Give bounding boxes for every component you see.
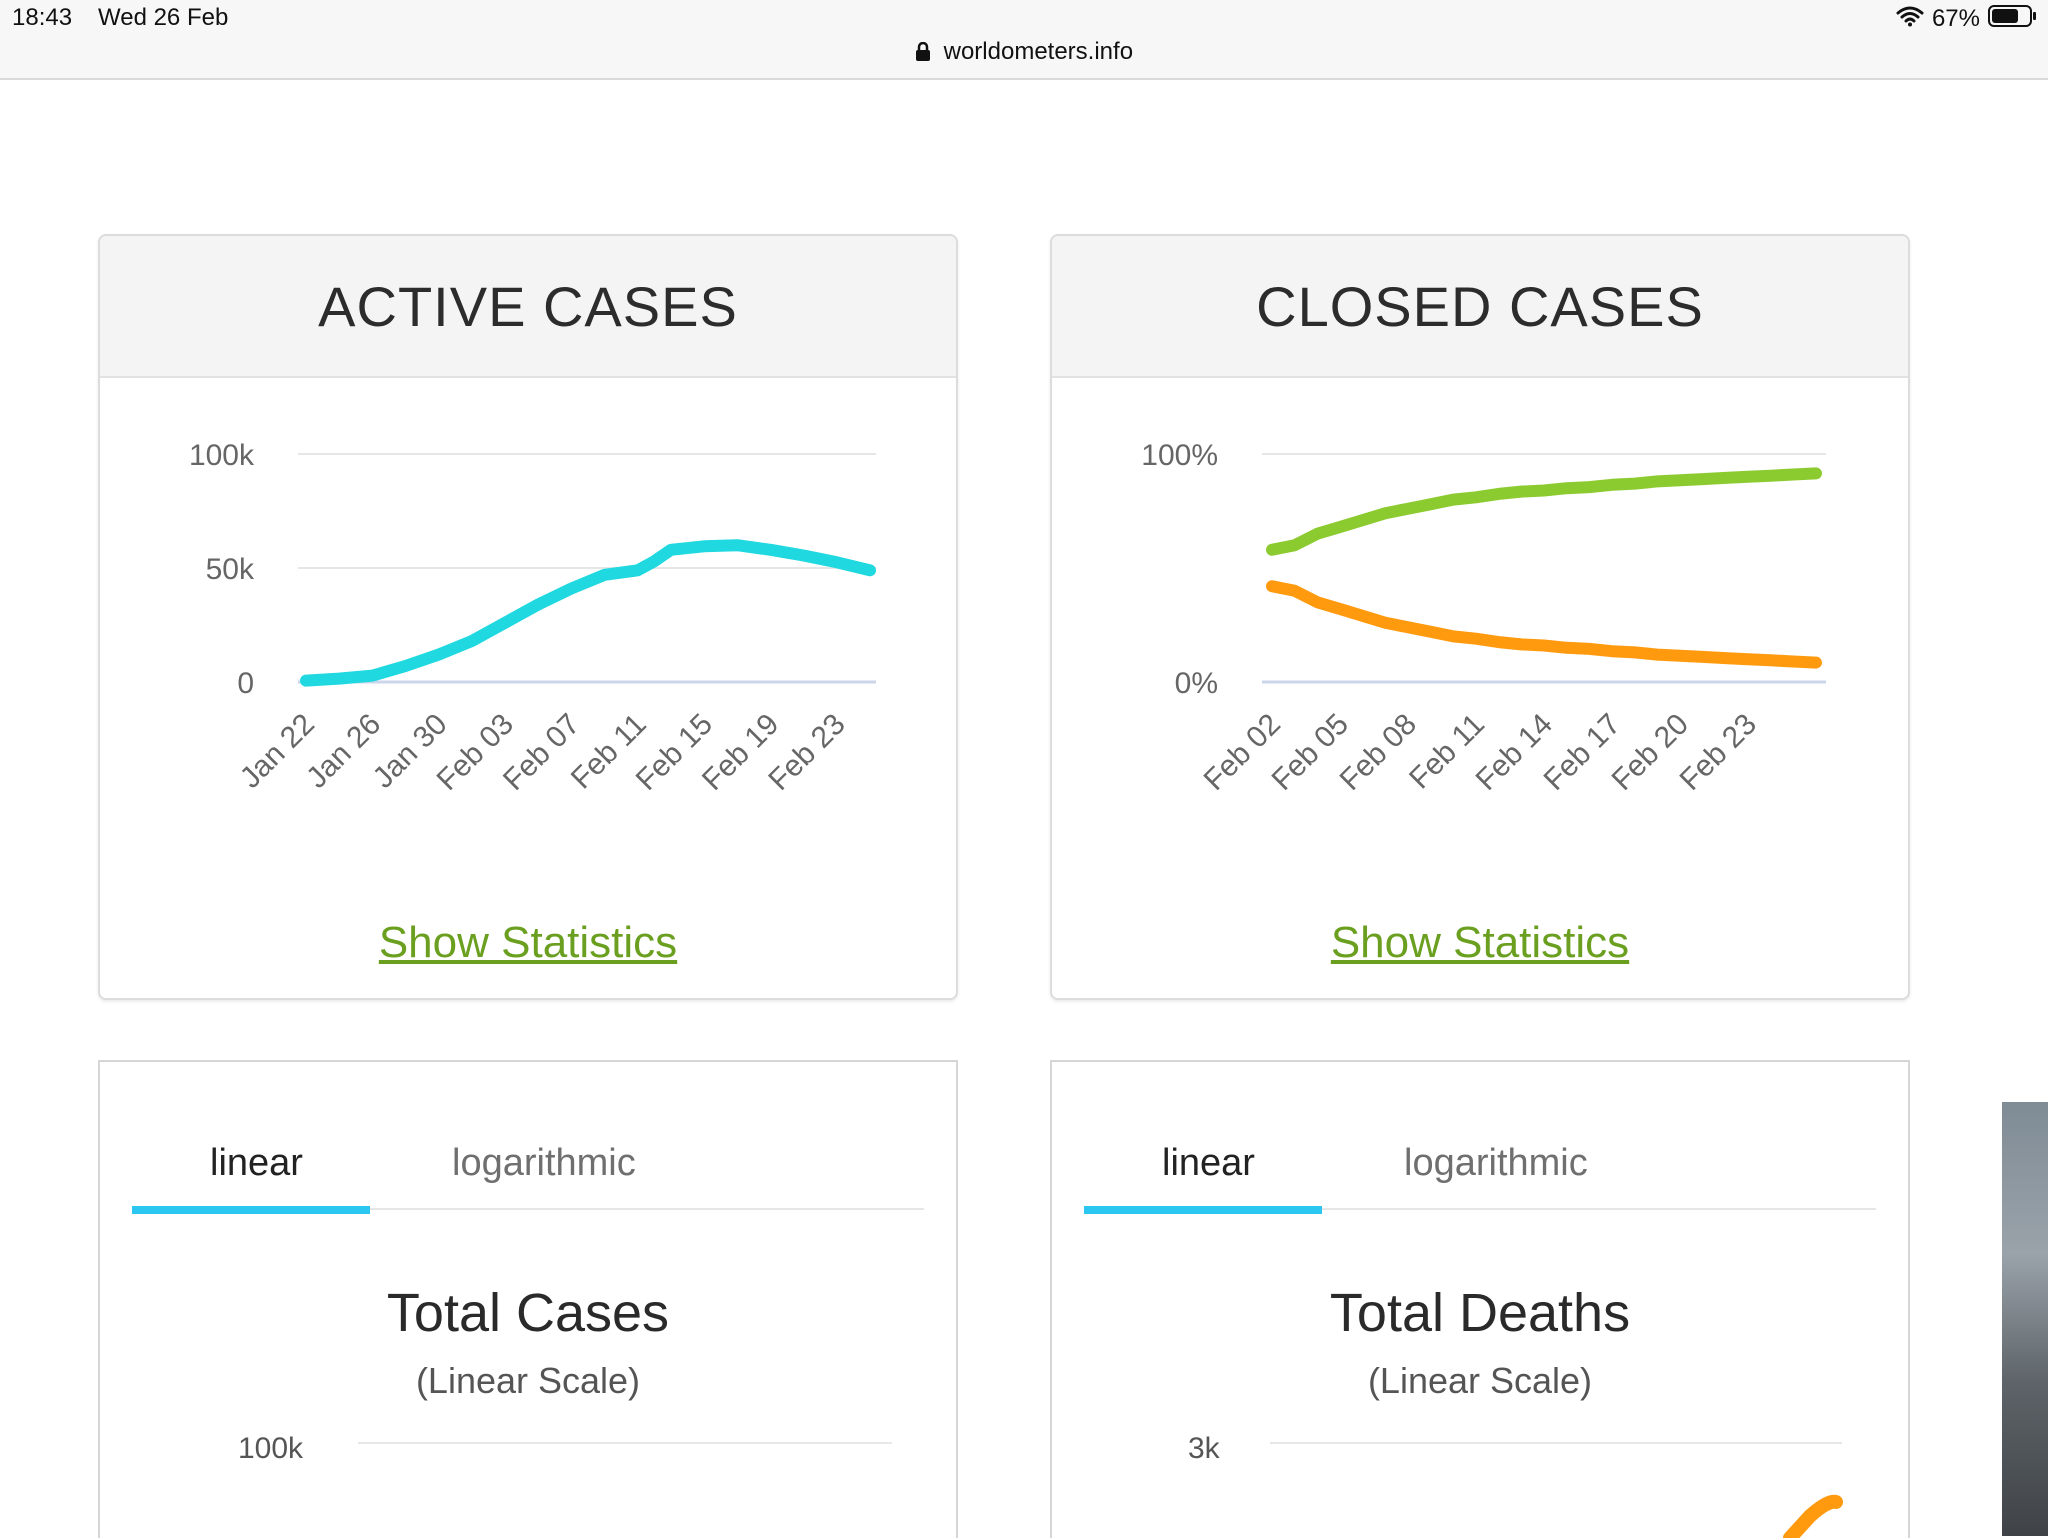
total-cases-y-tick: 100k bbox=[238, 1432, 304, 1465]
closed-series-line-1 bbox=[1266, 467, 1822, 556]
active-x-tick-label: Jan 26 bbox=[300, 708, 387, 795]
active-show-statistics-link[interactable]: Show Statistics bbox=[378, 918, 678, 967]
total-deaths-chart-title: Total Deaths bbox=[1329, 1283, 1631, 1343]
closed-x-tick-label: Feb 20 bbox=[1606, 708, 1695, 797]
total-deaths-y-tick: 3k bbox=[1188, 1432, 1220, 1465]
tab-logarithmic[interactable]: logarithmic bbox=[452, 1142, 636, 1184]
status-time: 18:43 bbox=[12, 4, 73, 31]
closed-x-tick-label: Feb 08 bbox=[1334, 708, 1423, 797]
active-cases-title: ACTIVE CASES bbox=[100, 236, 956, 378]
total-deaths-chart-subtitle: (Linear Scale) bbox=[1367, 1360, 1593, 1401]
closed-show-statistics-link[interactable]: Show Statistics bbox=[1330, 918, 1630, 967]
total-cases-gridline bbox=[358, 1442, 892, 1444]
closed-x-tick-label: Feb 05 bbox=[1266, 708, 1355, 797]
battery-icon bbox=[1988, 4, 2038, 33]
tab-divider bbox=[132, 1208, 924, 1210]
total-deaths-chart bbox=[1783, 1494, 1843, 1538]
url-text: worldometers.info bbox=[943, 38, 1134, 65]
closed-y-tick-label: 0% bbox=[1175, 667, 1218, 700]
browser-status-bar: 18:43 Wed 26 Feb worldometers.info 67% bbox=[0, 0, 2048, 80]
total-deaths-gridline bbox=[1270, 1442, 1842, 1444]
status-date: Wed 26 Feb bbox=[98, 4, 229, 31]
active-y-tick-label: 50k bbox=[206, 553, 255, 586]
active-x-tick-label: Feb 07 bbox=[497, 708, 586, 797]
battery-percent: 67% bbox=[1931, 4, 1980, 32]
closed-series-line-2 bbox=[1266, 580, 1822, 669]
total-deaths-line bbox=[1783, 1494, 1843, 1538]
closed-x-tick-label: Feb 23 bbox=[1674, 708, 1763, 797]
closed-cases-title: CLOSED CASES bbox=[1052, 236, 1908, 378]
tab-active-indicator bbox=[132, 1206, 370, 1214]
closed-x-tick-label: Feb 14 bbox=[1470, 708, 1559, 797]
total-deaths-panel: linear logarithmic Total Deaths (Linear … bbox=[1050, 1060, 1910, 1538]
wifi-icon bbox=[1896, 5, 1924, 32]
active-cases-panel: ACTIVE CASES 100k 50k 0 Jan 22 Jan 26 Jan 30 F… bbox=[98, 234, 958, 1000]
tab-active-indicator bbox=[1084, 1206, 1322, 1214]
side-image bbox=[2002, 1102, 2048, 1536]
total-cases-chart-subtitle: (Linear Scale) bbox=[415, 1360, 641, 1401]
active-x-tick-label: Jan 22 bbox=[234, 708, 321, 795]
active-y-tick-label: 0 bbox=[237, 667, 254, 700]
closed-cases-panel: CLOSED CASES 100% 0% Feb 02 Feb 05 Feb 08 Feb… bbox=[1050, 234, 1910, 1000]
address-bar[interactable]: worldometers.info bbox=[0, 38, 2048, 69]
total-cases-chart-title: Total Cases bbox=[386, 1283, 670, 1343]
closed-y-tick-label: 100% bbox=[1141, 439, 1218, 472]
tab-linear[interactable]: linear bbox=[210, 1142, 303, 1184]
active-series-line-1 bbox=[300, 539, 876, 687]
lock-icon bbox=[915, 41, 931, 69]
active-y-tick-label: 100k bbox=[189, 439, 255, 472]
closed-x-tick-label: Feb 17 bbox=[1538, 708, 1627, 797]
closed-x-tick-label: Feb 02 bbox=[1198, 708, 1287, 797]
tab-divider bbox=[1084, 1208, 1876, 1210]
total-cases-panel: linear logarithmic Total Cases (Linear S… bbox=[98, 1060, 958, 1538]
tab-linear[interactable]: linear bbox=[1162, 1142, 1255, 1184]
active-x-tick-label: Feb 23 bbox=[762, 708, 851, 797]
tab-logarithmic[interactable]: logarithmic bbox=[1404, 1142, 1588, 1184]
